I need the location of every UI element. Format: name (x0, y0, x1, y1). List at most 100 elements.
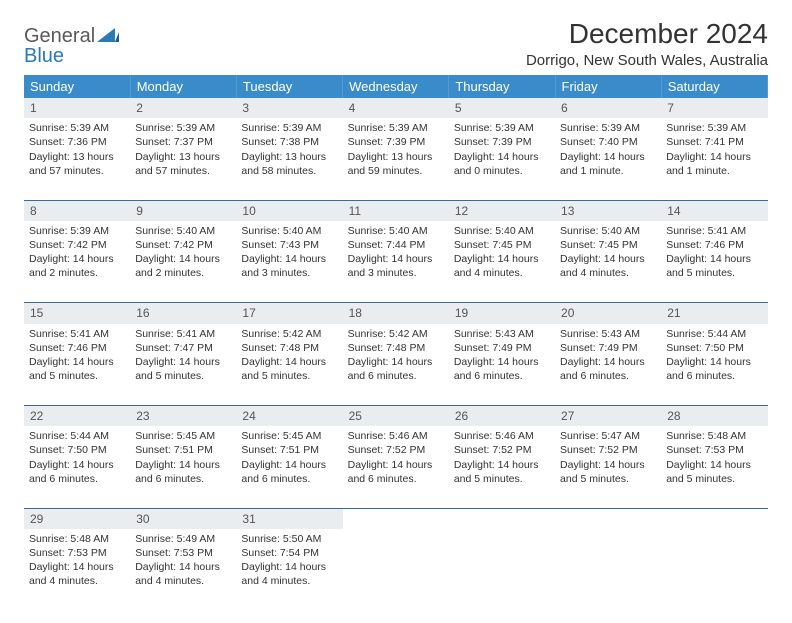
day-cell: Sunrise: 5:41 AMSunset: 7:46 PMDaylight:… (661, 221, 767, 303)
sunset-line: Sunset: 7:36 PM (29, 135, 125, 149)
logo-word-1: General (24, 25, 95, 47)
sunrise-line: Sunrise: 5:39 AM (241, 121, 337, 135)
daylight-line-1: Daylight: 13 hours (241, 150, 337, 164)
sunrise-line: Sunrise: 5:43 AM (454, 327, 550, 341)
weekday-header: Sunday (24, 75, 130, 98)
day-number: 20 (555, 303, 661, 324)
daylight-line-1: Daylight: 13 hours (348, 150, 444, 164)
daylight-line-1: Daylight: 14 hours (666, 150, 762, 164)
daylight-line-2: and 5 minutes. (666, 472, 762, 486)
daylight-line-2: and 6 minutes. (241, 472, 337, 486)
day-number: 14 (661, 200, 767, 221)
day-cell: Sunrise: 5:44 AMSunset: 7:50 PMDaylight:… (24, 426, 130, 508)
day-cell: Sunrise: 5:40 AMSunset: 7:45 PMDaylight:… (449, 221, 555, 303)
daylight-line-2: and 5 minutes. (29, 369, 125, 383)
info-row: Sunrise: 5:44 AMSunset: 7:50 PMDaylight:… (24, 426, 768, 508)
day-number: 10 (236, 200, 342, 221)
daylight-line-2: and 1 minute. (560, 164, 656, 178)
daylight-line-1: Daylight: 14 hours (348, 355, 444, 369)
sunset-line: Sunset: 7:51 PM (135, 443, 231, 457)
weekday-header: Tuesday (236, 75, 342, 98)
sunset-line: Sunset: 7:39 PM (454, 135, 550, 149)
day-number: 15 (24, 303, 130, 324)
day-number: 19 (449, 303, 555, 324)
daylight-line-1: Daylight: 14 hours (241, 458, 337, 472)
day-cell: Sunrise: 5:42 AMSunset: 7:48 PMDaylight:… (343, 324, 449, 406)
daylight-line-2: and 6 minutes. (29, 472, 125, 486)
daylight-line-1: Daylight: 14 hours (666, 355, 762, 369)
sunrise-line: Sunrise: 5:41 AM (666, 224, 762, 238)
info-row: Sunrise: 5:48 AMSunset: 7:53 PMDaylight:… (24, 529, 768, 611)
daylight-line-2: and 5 minutes. (454, 472, 550, 486)
daylight-line-2: and 4 minutes. (560, 266, 656, 280)
daylight-line-2: and 3 minutes. (348, 266, 444, 280)
sunset-line: Sunset: 7:49 PM (560, 341, 656, 355)
sunrise-line: Sunrise: 5:46 AM (454, 429, 550, 443)
sunset-line: Sunset: 7:48 PM (348, 341, 444, 355)
sunrise-line: Sunrise: 5:43 AM (560, 327, 656, 341)
sunrise-line: Sunrise: 5:42 AM (241, 327, 337, 341)
daylight-line-1: Daylight: 14 hours (348, 252, 444, 266)
sunset-line: Sunset: 7:44 PM (348, 238, 444, 252)
day-cell: Sunrise: 5:40 AMSunset: 7:42 PMDaylight:… (130, 221, 236, 303)
logo-text: General Blue (24, 26, 119, 66)
sunrise-line: Sunrise: 5:39 AM (348, 121, 444, 135)
daylight-line-2: and 6 minutes. (454, 369, 550, 383)
month-title: December 2024 (526, 18, 768, 50)
sunrise-line: Sunrise: 5:40 AM (135, 224, 231, 238)
sunrise-line: Sunrise: 5:45 AM (241, 429, 337, 443)
day-cell: Sunrise: 5:48 AMSunset: 7:53 PMDaylight:… (661, 426, 767, 508)
day-number: 29 (24, 508, 130, 529)
day-cell: Sunrise: 5:49 AMSunset: 7:53 PMDaylight:… (130, 529, 236, 611)
day-cell: Sunrise: 5:50 AMSunset: 7:54 PMDaylight:… (236, 529, 342, 611)
daylight-line-2: and 4 minutes. (454, 266, 550, 280)
day-number (555, 508, 661, 529)
info-row: Sunrise: 5:41 AMSunset: 7:46 PMDaylight:… (24, 324, 768, 406)
logo: General Blue (24, 18, 119, 66)
calendar-table: Sunday Monday Tuesday Wednesday Thursday… (24, 75, 768, 611)
daylight-line-2: and 6 minutes. (135, 472, 231, 486)
info-row: Sunrise: 5:39 AMSunset: 7:42 PMDaylight:… (24, 221, 768, 303)
day-number: 8 (24, 200, 130, 221)
daylight-line-1: Daylight: 14 hours (29, 458, 125, 472)
sunrise-line: Sunrise: 5:40 AM (241, 224, 337, 238)
day-number: 21 (661, 303, 767, 324)
sunrise-line: Sunrise: 5:41 AM (29, 327, 125, 341)
day-number: 5 (449, 98, 555, 118)
sunset-line: Sunset: 7:54 PM (241, 546, 337, 560)
daylight-line-1: Daylight: 14 hours (454, 252, 550, 266)
sunset-line: Sunset: 7:42 PM (135, 238, 231, 252)
day-cell: Sunrise: 5:41 AMSunset: 7:46 PMDaylight:… (24, 324, 130, 406)
daylight-line-1: Daylight: 14 hours (135, 458, 231, 472)
daylight-line-2: and 6 minutes. (348, 369, 444, 383)
day-number: 18 (343, 303, 449, 324)
day-cell: Sunrise: 5:45 AMSunset: 7:51 PMDaylight:… (236, 426, 342, 508)
day-cell: Sunrise: 5:41 AMSunset: 7:47 PMDaylight:… (130, 324, 236, 406)
sunrise-line: Sunrise: 5:45 AM (135, 429, 231, 443)
sunrise-line: Sunrise: 5:46 AM (348, 429, 444, 443)
daylight-line-1: Daylight: 13 hours (29, 150, 125, 164)
daylight-line-2: and 0 minutes. (454, 164, 550, 178)
day-number: 16 (130, 303, 236, 324)
day-cell: Sunrise: 5:39 AMSunset: 7:39 PMDaylight:… (449, 118, 555, 200)
day-number: 3 (236, 98, 342, 118)
daylight-line-1: Daylight: 14 hours (29, 355, 125, 369)
day-cell: Sunrise: 5:48 AMSunset: 7:53 PMDaylight:… (24, 529, 130, 611)
day-cell (449, 529, 555, 611)
day-number (661, 508, 767, 529)
daylight-line-2: and 6 minutes. (560, 369, 656, 383)
day-number: 11 (343, 200, 449, 221)
weekday-header-row: Sunday Monday Tuesday Wednesday Thursday… (24, 75, 768, 98)
sunrise-line: Sunrise: 5:44 AM (29, 429, 125, 443)
sunset-line: Sunset: 7:45 PM (454, 238, 550, 252)
day-cell: Sunrise: 5:46 AMSunset: 7:52 PMDaylight:… (449, 426, 555, 508)
daylight-line-1: Daylight: 14 hours (560, 150, 656, 164)
sunset-line: Sunset: 7:38 PM (241, 135, 337, 149)
daylight-line-1: Daylight: 14 hours (241, 355, 337, 369)
daynum-row: 293031 (24, 508, 768, 529)
day-number: 2 (130, 98, 236, 118)
sunrise-line: Sunrise: 5:41 AM (135, 327, 231, 341)
sunrise-line: Sunrise: 5:50 AM (241, 532, 337, 546)
daylight-line-1: Daylight: 14 hours (241, 252, 337, 266)
weekday-header: Friday (555, 75, 661, 98)
